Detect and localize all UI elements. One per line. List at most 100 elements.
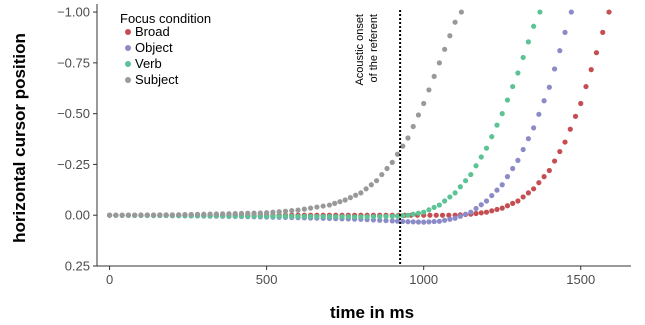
data-point bbox=[494, 187, 500, 193]
data-point bbox=[520, 194, 526, 200]
data-point bbox=[415, 219, 422, 225]
legend-item-object: Object bbox=[125, 40, 173, 55]
data-point bbox=[478, 154, 484, 160]
data-point bbox=[347, 195, 353, 201]
data-point bbox=[351, 214, 358, 220]
data-point bbox=[531, 186, 537, 192]
data-point bbox=[106, 212, 113, 218]
x-tick-label: 500 bbox=[256, 272, 278, 287]
data-point bbox=[394, 213, 401, 219]
data-point bbox=[567, 126, 573, 132]
y-tick-label: −0.25 bbox=[57, 157, 90, 172]
data-point bbox=[339, 214, 345, 220]
data-point bbox=[436, 218, 442, 224]
series-object bbox=[106, 9, 574, 225]
data-point bbox=[489, 192, 495, 199]
data-point bbox=[447, 33, 453, 39]
data-point bbox=[383, 213, 389, 220]
data-point bbox=[421, 219, 427, 225]
data-point bbox=[515, 157, 521, 163]
legend-item-broad: Broad bbox=[125, 24, 170, 39]
data-point bbox=[169, 212, 175, 218]
data-point bbox=[541, 98, 547, 104]
data-point bbox=[520, 146, 526, 153]
data-point bbox=[489, 134, 495, 140]
data-point bbox=[458, 9, 464, 15]
data-point bbox=[431, 204, 437, 211]
data-point bbox=[578, 100, 584, 107]
data-point bbox=[446, 212, 452, 218]
data-point bbox=[289, 213, 295, 219]
data-point bbox=[119, 212, 125, 218]
data-point bbox=[462, 178, 469, 184]
data-point bbox=[562, 29, 568, 35]
data-point bbox=[436, 60, 442, 66]
data-point bbox=[568, 9, 574, 15]
data-point bbox=[377, 213, 383, 220]
data-point bbox=[489, 208, 495, 214]
acoustic-onset-annotation: Acoustic onset of the referent bbox=[354, 10, 402, 266]
data-point bbox=[389, 213, 395, 220]
data-point bbox=[282, 208, 289, 214]
y-tick-label: −0.75 bbox=[57, 55, 90, 70]
data-point bbox=[468, 171, 474, 178]
data-point bbox=[442, 46, 448, 52]
data-point bbox=[364, 214, 370, 220]
legend-label: Object bbox=[135, 40, 173, 55]
legend-swatch bbox=[125, 45, 131, 51]
data-point bbox=[436, 202, 442, 208]
data-point bbox=[132, 212, 138, 218]
legend-title: Focus condition bbox=[120, 11, 211, 26]
data-point bbox=[421, 100, 427, 107]
data-point bbox=[462, 211, 469, 217]
data-point bbox=[520, 54, 526, 61]
data-point bbox=[600, 29, 606, 35]
data-point bbox=[546, 167, 552, 174]
data-point bbox=[426, 87, 432, 93]
data-point bbox=[400, 143, 406, 149]
data-point bbox=[295, 207, 301, 213]
data-point bbox=[264, 210, 270, 216]
data-point bbox=[557, 48, 563, 54]
data-point bbox=[426, 207, 432, 213]
data-point bbox=[213, 211, 219, 217]
data-point bbox=[546, 84, 552, 90]
data-point bbox=[320, 203, 326, 209]
data-point bbox=[163, 212, 169, 218]
data-point bbox=[562, 139, 568, 145]
data-point bbox=[606, 9, 612, 15]
x-tick-label: 1000 bbox=[409, 272, 438, 287]
onset-label-line: of the referent bbox=[368, 14, 380, 83]
data-point bbox=[363, 186, 369, 192]
data-point bbox=[551, 158, 558, 164]
data-point bbox=[295, 213, 301, 220]
data-point bbox=[358, 190, 364, 196]
data-point bbox=[415, 112, 422, 118]
data-point bbox=[583, 83, 589, 90]
data-point bbox=[473, 210, 479, 217]
data-point bbox=[308, 205, 314, 211]
data-point bbox=[138, 212, 144, 218]
data-point bbox=[188, 211, 194, 218]
data-point bbox=[337, 199, 343, 205]
data-point bbox=[537, 9, 543, 15]
data-point bbox=[345, 214, 351, 220]
data-point bbox=[353, 192, 359, 198]
data-point bbox=[410, 211, 416, 217]
data-point bbox=[342, 197, 348, 203]
data-point bbox=[483, 209, 490, 215]
data-point bbox=[370, 214, 377, 220]
data-point bbox=[377, 217, 383, 223]
data-point bbox=[483, 145, 490, 151]
data-point bbox=[326, 214, 333, 220]
legend-item-verb: Verb bbox=[125, 56, 162, 71]
data-point bbox=[439, 212, 446, 218]
data-point bbox=[452, 215, 458, 221]
legend-label: Broad bbox=[135, 24, 170, 39]
data-point bbox=[257, 210, 263, 216]
data-point bbox=[473, 163, 479, 169]
data-point bbox=[515, 70, 521, 76]
data-point bbox=[421, 209, 427, 215]
data-point bbox=[125, 212, 132, 218]
